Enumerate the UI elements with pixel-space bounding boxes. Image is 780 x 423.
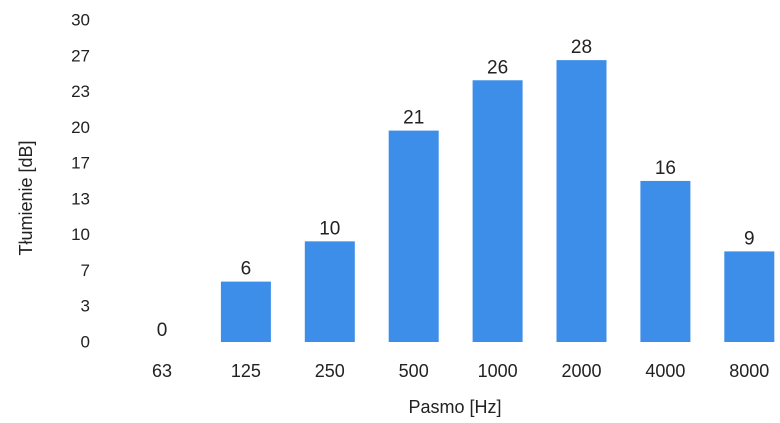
y-tick-label: 13 bbox=[71, 189, 90, 208]
bar-value-label: 16 bbox=[655, 158, 676, 179]
y-tick-label: 7 bbox=[81, 261, 90, 280]
bar bbox=[220, 281, 271, 342]
x-tick-label: 125 bbox=[231, 361, 261, 381]
y-tick-label: 23 bbox=[71, 82, 90, 101]
bar-value-label: 0 bbox=[157, 320, 168, 341]
y-tick-label: 30 bbox=[71, 11, 90, 30]
bar bbox=[304, 241, 355, 342]
bar-value-label: 10 bbox=[319, 218, 340, 239]
x-tick-label: 63 bbox=[152, 361, 172, 381]
bar bbox=[640, 180, 691, 342]
bar-series bbox=[220, 60, 775, 343]
x-axis-title: Pasmo [Hz] bbox=[408, 397, 501, 417]
bar-value-label: 28 bbox=[571, 37, 592, 58]
bar-value-label: 21 bbox=[403, 108, 424, 129]
y-axis-title: Tłumienie [dB] bbox=[16, 140, 36, 255]
x-tick-label: 2000 bbox=[561, 361, 601, 381]
bar-value-label: 6 bbox=[241, 259, 252, 280]
x-tick-label: 4000 bbox=[645, 361, 685, 381]
bar bbox=[556, 60, 607, 343]
y-tick-label: 10 bbox=[71, 225, 90, 244]
y-tick-label: 17 bbox=[71, 154, 90, 173]
y-tick-label: 27 bbox=[71, 46, 90, 65]
data-labels: 0 6 10 21 26 28 16 9 bbox=[157, 37, 755, 341]
y-tick-label: 20 bbox=[71, 118, 90, 137]
x-tick-label: 250 bbox=[315, 361, 345, 381]
x-axis-ticks: 63 125 250 500 1000 2000 4000 8000 bbox=[152, 361, 769, 381]
x-tick-label: 8000 bbox=[729, 361, 769, 381]
bar bbox=[724, 251, 775, 342]
y-tick-label: 0 bbox=[81, 333, 90, 352]
x-tick-label: 1000 bbox=[478, 361, 518, 381]
bar-value-label: 26 bbox=[487, 57, 508, 78]
bar-value-label: 9 bbox=[744, 228, 755, 249]
bar bbox=[472, 80, 523, 343]
x-tick-label: 500 bbox=[399, 361, 429, 381]
bar bbox=[388, 130, 439, 342]
y-tick-label: 3 bbox=[81, 297, 90, 316]
